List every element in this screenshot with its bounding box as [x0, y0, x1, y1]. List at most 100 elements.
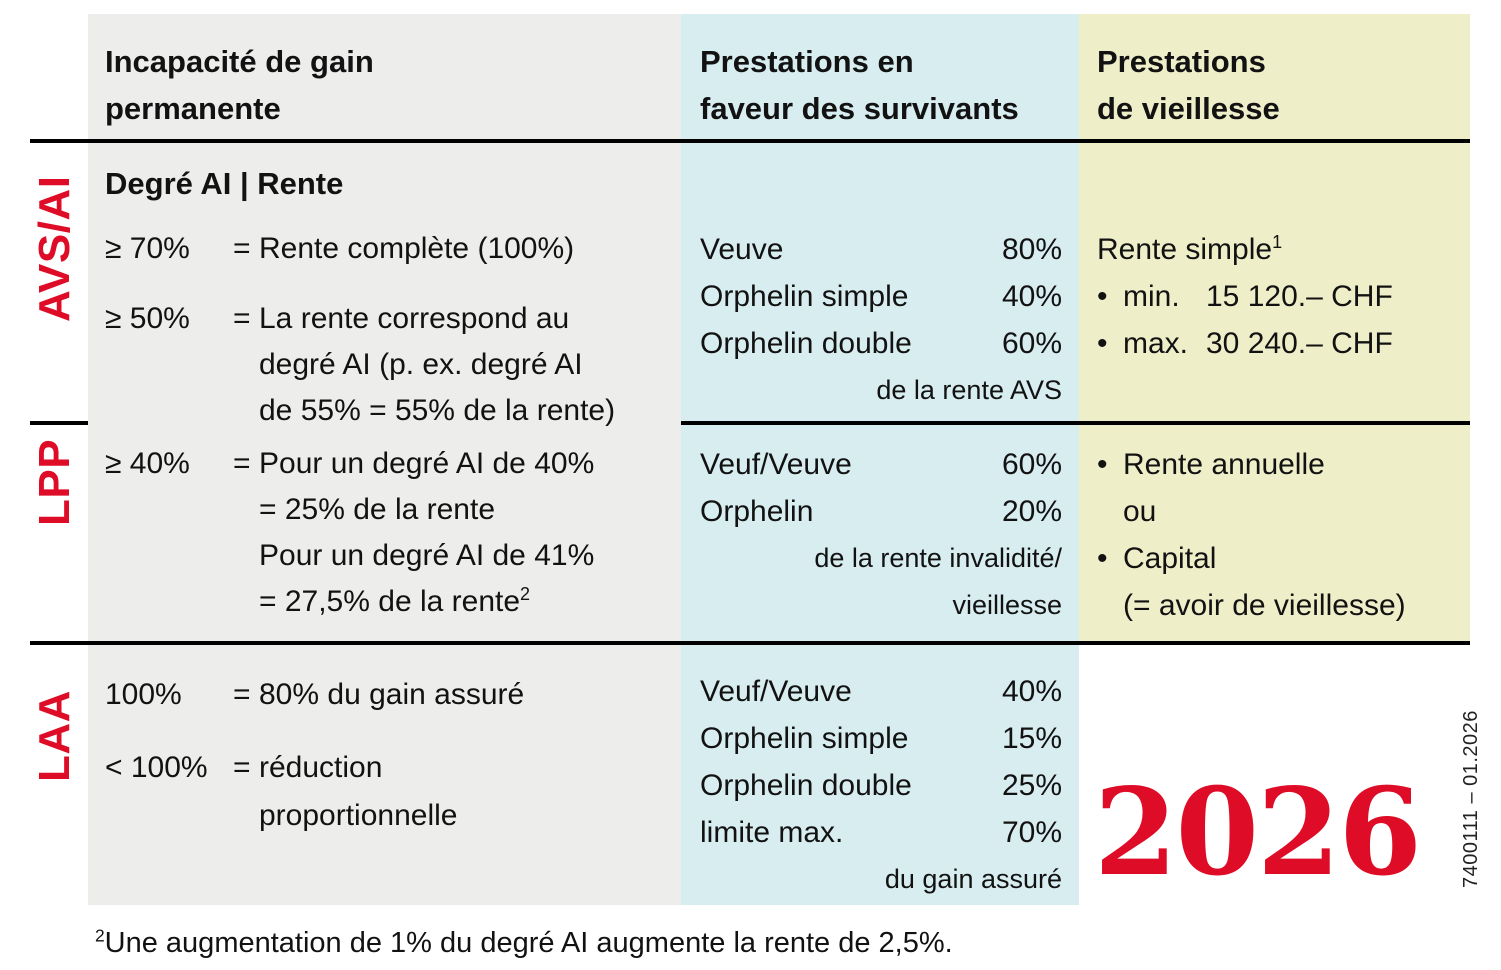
option-text: Rente annuelle [1123, 448, 1325, 481]
equals-sign: = [233, 751, 251, 784]
column-header-line: Prestations en [700, 44, 914, 79]
old-age-title-text: Rente simple [1097, 233, 1273, 266]
benefit-value: 40% [1001, 675, 1062, 708]
bullet-row-max: • max. 30 240.– CHF [1097, 320, 1457, 367]
benefit-value: 25% [1001, 769, 1062, 802]
column-header-line: Prestations [1097, 44, 1266, 79]
benefit-row: limite max. 70% [700, 809, 1062, 856]
option-text: Capital [1123, 542, 1217, 575]
benefit-value: 60% [1001, 448, 1062, 481]
column-header-survivants: Prestations en faveur des survivants [700, 38, 1019, 132]
amount-value: 30 240.– CHF [1206, 327, 1393, 360]
bullet-row-capital: • Capital [1097, 535, 1457, 582]
condition-line: proportionnelle [259, 799, 458, 832]
condition-text: Pour un degré AI de 40% = 25% de la rent… [259, 441, 665, 625]
option-note: (= avoir de vieillesse) [1123, 589, 1406, 622]
condition-text: La rente correspond au degré AI (p. ex. … [259, 296, 665, 434]
laa-condition-under-100: < 100% = réduction proportionnelle [105, 744, 665, 840]
bullet-icon: • [1097, 327, 1108, 360]
benefit-label: limite max. [700, 816, 844, 849]
lpp-condition-40: ≥ 40% = Pour un degré AI de 40% = 25% de… [105, 441, 665, 625]
avsai-survivor-benefits: Veuve 80% Orphelin simple 40% Orphelin d… [700, 226, 1062, 414]
column-header-line: de vieillesse [1097, 91, 1280, 126]
avsai-condition-70: ≥ 70% = Rente complète (100%) [105, 226, 665, 272]
footnote-marker: 2 [95, 925, 105, 946]
benefit-label: Orphelin [700, 495, 814, 528]
footnote-marker-2: 2 [520, 584, 531, 604]
amount-label: max. [1123, 327, 1189, 360]
row-label-lpp: LPP [30, 438, 79, 526]
benefit-row: Veuf/Veuve 40% [700, 668, 1062, 715]
column-header-incapacite: Incapacité de gain permanente [105, 38, 374, 132]
laa-condition-100: 100% = 80% du gain assuré [105, 672, 665, 718]
divider-avsai-lpp [681, 421, 1470, 425]
divider-avsai-lpp-label [30, 421, 88, 425]
benefit-row: Orphelin double 25% [700, 762, 1062, 809]
condition-line: Pour un degré AI de 40% [259, 447, 595, 480]
benefit-basis-note: du gain assuré [884, 864, 1062, 894]
benefit-row: Orphelin simple 40% [700, 273, 1062, 320]
row-label-laa: LAA [30, 690, 79, 782]
condition-line: Rente complète (100%) [259, 232, 575, 265]
column-bg-incapacite [88, 14, 681, 905]
condition-line: La rente correspond au [259, 302, 570, 335]
laa-survivor-benefits: Veuf/Veuve 40% Orphelin simple 15% Orphe… [700, 668, 1062, 903]
benefit-label: Veuf/Veuve [700, 675, 852, 708]
bullet-row-rente: • Rente annuelle [1097, 441, 1457, 488]
benefit-basis-note: vieillesse [952, 590, 1062, 620]
divider-lpp-laa [30, 641, 1470, 645]
benefit-row: Veuf/Veuve 60% [700, 441, 1062, 488]
benefit-label: Orphelin double [700, 769, 912, 802]
condition-line: degré AI (p. ex. degré AI [259, 348, 583, 381]
benefit-basis-note: de la rente invalidité/ [814, 543, 1062, 573]
benefit-row: Orphelin 20% [700, 488, 1062, 535]
avsai-condition-50: ≥ 50% = La rente correspond au degré AI … [105, 296, 665, 434]
condition-line: 80% du gain assuré [259, 678, 525, 711]
avsai-left-title: Degré AI | Rente [105, 166, 344, 201]
avsai-old-age-benefits: Rente simple1 • min. 15 120.– CHF • max.… [1097, 226, 1457, 367]
bullet-icon: • [1097, 280, 1108, 313]
lpp-survivor-benefits: Veuf/Veuve 60% Orphelin 20% de la rente … [700, 441, 1062, 629]
bullet-row-min: • min. 15 120.– CHF [1097, 273, 1457, 320]
equals-sign: = [233, 447, 251, 480]
equals-sign: = [233, 302, 251, 335]
condition-line: = 27,5% de la rente2 [259, 579, 665, 625]
benefit-label: Veuve [700, 233, 784, 266]
column-header-line: Incapacité de gain [105, 44, 374, 79]
column-header-line: faveur des survivants [700, 91, 1019, 126]
benefit-value: 80% [1001, 233, 1062, 266]
benefit-basis-note: de la rente AVS [876, 375, 1062, 405]
year-badge: 2026 [1094, 762, 1422, 903]
divider-header [30, 139, 1470, 143]
condition-text: 80% du gain assuré [259, 672, 665, 718]
bullet-icon: • [1097, 448, 1108, 481]
condition-degree: 100% [105, 678, 182, 711]
row-label-avsai: AVS/AI [30, 175, 79, 322]
footnote-text: Une augmentation de 1% du degré AI augme… [104, 927, 953, 959]
equals-sign: = [233, 678, 251, 711]
equals-sign: = [233, 232, 251, 265]
benefit-label: Orphelin double [700, 327, 912, 360]
lpp-old-age-benefits: • Rente annuelle ou • Capital (= avoir d… [1097, 441, 1457, 629]
condition-line-text: = 27,5% de la rente [259, 585, 521, 618]
condition-text: réduction proportionnelle [259, 744, 665, 840]
condition-text: Rente complète (100%) [259, 226, 665, 272]
benefit-value: 20% [1001, 495, 1062, 528]
bullet-icon: • [1097, 542, 1108, 575]
column-bg-vieillesse [1079, 14, 1470, 645]
footnote-marker-1: 1 [1272, 232, 1283, 252]
condition-line: Pour un degré AI de 41% [259, 539, 595, 572]
amount-value: 15 120.– CHF [1206, 280, 1393, 313]
benefit-row: Veuve 80% [700, 226, 1062, 273]
amount-label: min. [1123, 280, 1180, 313]
benefit-value: 70% [1001, 816, 1062, 849]
condition-line: de 55% = 55% de la rente) [259, 394, 616, 427]
condition-line: réduction [259, 751, 383, 784]
benefit-value: 40% [1001, 280, 1062, 313]
benefit-row: Orphelin simple 15% [700, 715, 1062, 762]
old-age-title: Rente simple1 [1097, 226, 1457, 273]
benefit-value: 60% [1001, 327, 1062, 360]
condition-degree: ≥ 50% [105, 302, 190, 335]
condition-line: = 25% de la rente [259, 493, 496, 526]
